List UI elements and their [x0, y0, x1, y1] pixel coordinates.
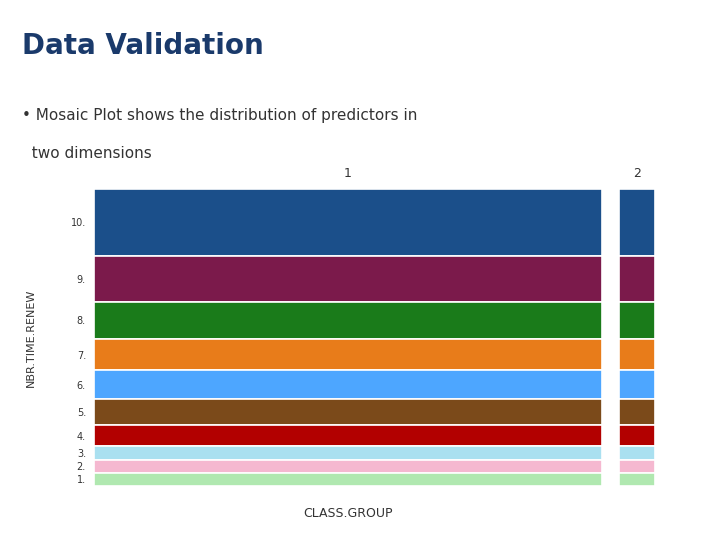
Bar: [94, 399, 602, 426]
Bar: [94, 473, 602, 486]
Text: • Mosaic Plot shows the distribution of predictors in: • Mosaic Plot shows the distribution of …: [22, 108, 417, 123]
Bar: [618, 460, 655, 473]
Bar: [618, 339, 655, 370]
Bar: [618, 446, 655, 460]
Bar: [94, 302, 602, 339]
Bar: [94, 339, 602, 370]
Text: two dimensions: two dimensions: [22, 146, 151, 161]
Bar: [618, 426, 655, 446]
Bar: [618, 399, 655, 426]
Bar: [94, 256, 602, 302]
Y-axis label: NBR.TIME.RENEW: NBR.TIME.RENEW: [26, 288, 36, 387]
Bar: [618, 370, 655, 399]
Bar: [618, 302, 655, 339]
Bar: [618, 473, 655, 486]
Bar: [94, 460, 602, 473]
Text: CLASS.GROUP: CLASS.GROUP: [303, 507, 392, 520]
Text: 4: 4: [685, 517, 698, 536]
Bar: [618, 189, 655, 256]
Bar: [94, 189, 602, 256]
Text: Data Validation: Data Validation: [22, 32, 264, 60]
Bar: [618, 256, 655, 302]
Bar: [94, 370, 602, 399]
Bar: [94, 426, 602, 446]
Bar: [94, 446, 602, 460]
